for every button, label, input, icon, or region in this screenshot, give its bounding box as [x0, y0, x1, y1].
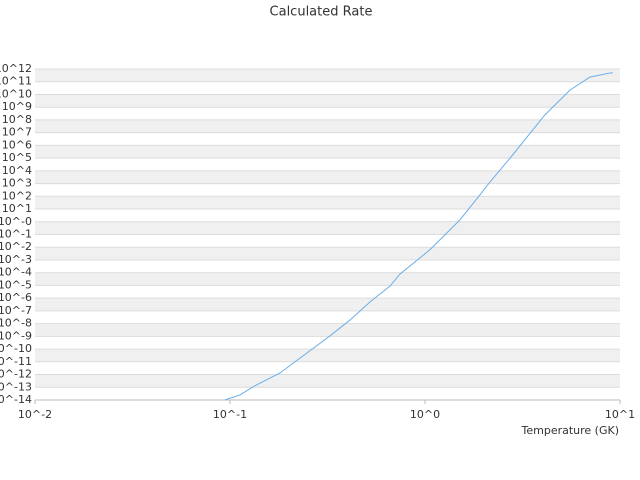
y-tick-label: 10^7 [2, 126, 32, 139]
y-tick-label: 10^-7 [0, 304, 32, 317]
y-tick-label: 10^-13 [0, 380, 32, 393]
grid-band [35, 69, 620, 82]
grid-band [35, 349, 620, 362]
x-tick-label: 10^-2 [18, 408, 52, 421]
y-tick-label: 10^-9 [0, 329, 32, 342]
y-tick-label: 10^8 [2, 113, 32, 126]
y-tick-label: 10^-12 [0, 368, 32, 381]
y-tick-label: 10^12 [0, 62, 32, 75]
y-tick-label: 10^-4 [0, 266, 32, 279]
y-tick-label: 10^-3 [0, 253, 32, 266]
grid-band [35, 374, 620, 388]
x-tick-label: 10^1 [605, 408, 635, 421]
y-tick-label: 10^-1 [0, 228, 32, 241]
grid-band [35, 247, 620, 260]
grid-band [35, 323, 620, 337]
grid-band [35, 94, 620, 108]
grid-band [35, 170, 620, 184]
series-line [224, 72, 613, 401]
grid-band [35, 145, 620, 159]
y-tick-label: 10^-0 [0, 215, 32, 228]
y-tick-label: 10^9 [2, 100, 32, 113]
y-tick-label: 10^6 [2, 138, 32, 151]
y-tick-label: 10^5 [2, 151, 32, 164]
y-tick-label: 10^11 [0, 75, 32, 88]
grid [35, 68, 620, 401]
y-tick-label: 10^-6 [0, 291, 32, 304]
y-tick-label: 10^1 [2, 202, 32, 215]
grid-band [35, 119, 620, 133]
y-tick-label: 10^4 [2, 164, 32, 177]
y-tick-label: 10^-14 [0, 393, 32, 406]
x-tick-label: 10^-1 [213, 408, 247, 421]
grid-band [35, 298, 620, 311]
y-tick-label: 10^-11 [0, 355, 32, 368]
grid-band [35, 221, 620, 235]
x-tick-label: 10^0 [410, 408, 440, 421]
y-tick-label: 10^-5 [0, 278, 32, 291]
y-tick-label: 10^-8 [0, 317, 32, 330]
y-tick-label: 10^10 [0, 87, 32, 100]
y-tick-label: 10^-2 [0, 240, 32, 253]
y-tick-label: 10^-10 [0, 342, 32, 355]
y-tick-label: 10^3 [2, 177, 32, 190]
x-axis-label: Temperature (GK) [521, 424, 620, 437]
grid-band [35, 272, 620, 286]
y-tick-label: 10^2 [2, 189, 32, 202]
chart-title: Calculated Rate [270, 5, 373, 20]
grid-band [35, 196, 620, 210]
